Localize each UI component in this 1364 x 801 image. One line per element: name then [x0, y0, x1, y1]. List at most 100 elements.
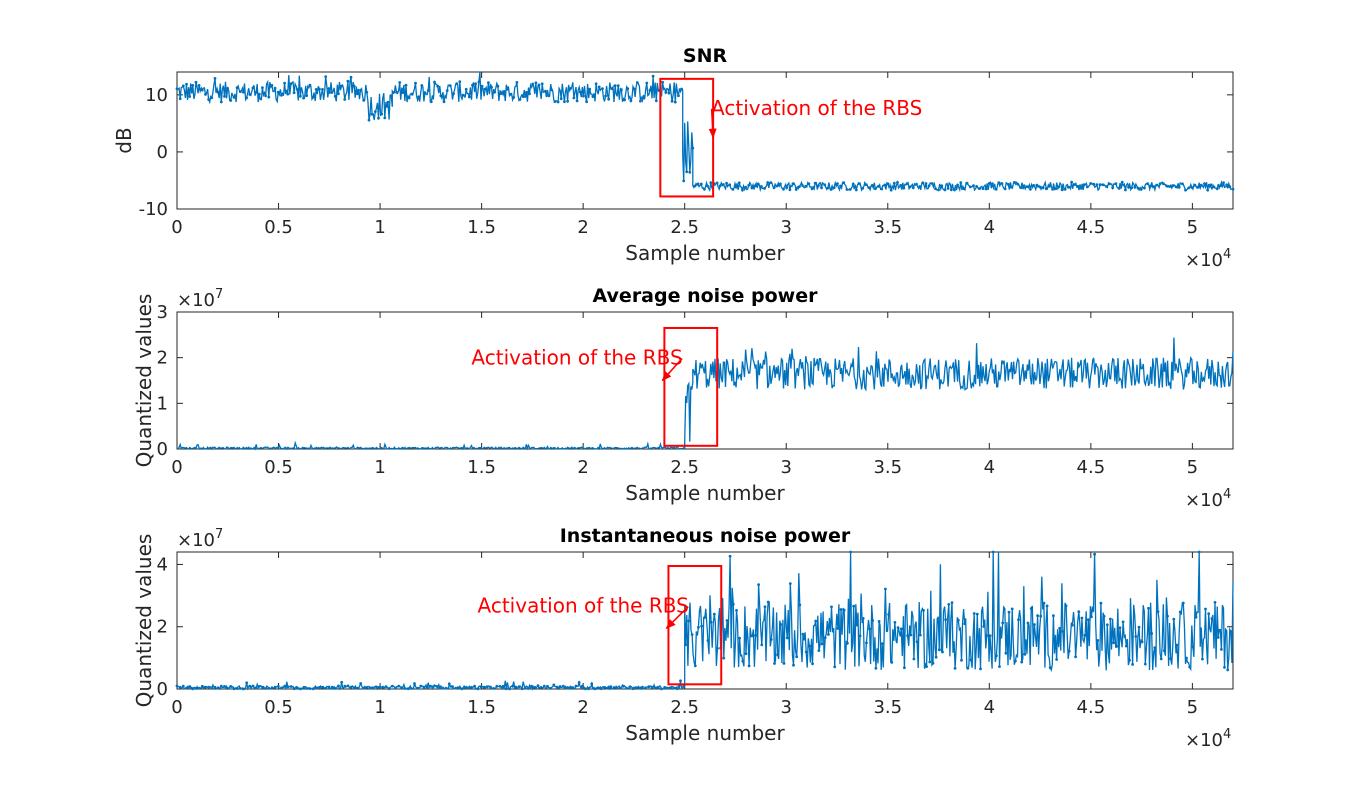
data-point	[495, 684, 499, 688]
data-point	[623, 98, 626, 102]
data-point	[273, 86, 277, 90]
data-point	[327, 685, 331, 689]
data-point	[216, 90, 220, 94]
data-point	[788, 188, 792, 192]
data-point	[542, 684, 546, 688]
data-point	[318, 686, 321, 689]
data-point	[839, 184, 842, 188]
data-point	[181, 84, 185, 88]
data-point	[991, 550, 995, 554]
data-point	[1082, 183, 1086, 187]
data-point	[845, 188, 849, 191]
data-point	[248, 93, 252, 96]
data-point	[254, 91, 258, 94]
data-point	[715, 181, 719, 185]
data-point	[716, 647, 719, 650]
y-axis-label: Quantized values	[132, 294, 156, 468]
data-point	[448, 84, 452, 87]
data-point	[1134, 635, 1138, 638]
data-point	[613, 84, 617, 88]
data-point	[956, 183, 959, 187]
chart-title: Instantaneous noise power	[560, 525, 851, 547]
data-point	[684, 643, 688, 647]
data-point	[998, 665, 1001, 668]
data-point	[804, 184, 808, 188]
data-point	[1215, 187, 1219, 191]
data-point	[1033, 623, 1036, 626]
data-point	[490, 85, 493, 89]
data-point	[1228, 185, 1232, 189]
x-tick-label: 4.5	[1077, 457, 1106, 478]
data-point	[191, 687, 195, 691]
data-point	[194, 80, 198, 84]
data-point	[855, 623, 859, 627]
data-point	[893, 621, 897, 624]
data-point	[651, 74, 655, 78]
data-point	[1023, 652, 1027, 656]
data-point	[1137, 625, 1141, 629]
data-point	[324, 686, 328, 690]
data-point	[861, 186, 865, 190]
data-point	[204, 93, 207, 96]
data-point	[556, 100, 560, 104]
data-point	[1172, 617, 1176, 621]
data-point	[874, 666, 878, 670]
data-point	[868, 627, 871, 631]
data-point	[644, 686, 647, 690]
y-exponent-label: ×107	[177, 527, 223, 551]
data-point	[760, 185, 763, 188]
data-point	[422, 685, 426, 689]
data-point	[1124, 188, 1127, 192]
data-point	[175, 684, 179, 688]
x-axis-label: Sample number	[625, 721, 785, 745]
data-point	[978, 187, 982, 190]
data-point	[276, 90, 280, 94]
data-point	[473, 684, 476, 688]
series-line	[176, 337, 1234, 451]
x-tick-label: 1.5	[467, 217, 496, 238]
data-point	[466, 686, 470, 690]
data-point	[216, 686, 220, 690]
data-point	[791, 182, 795, 186]
data-point	[540, 82, 544, 86]
data-point	[404, 83, 408, 87]
data-point	[836, 182, 839, 186]
data-point	[1162, 649, 1166, 652]
x-tick-label: 3	[781, 697, 792, 718]
data-point	[937, 188, 940, 192]
data-point	[858, 182, 861, 186]
annotation-text: Activation of the RBS	[711, 96, 922, 120]
data-point	[896, 626, 900, 630]
data-point	[283, 81, 286, 85]
data-point	[302, 96, 305, 100]
data-point	[501, 684, 505, 688]
data-point	[620, 88, 623, 92]
data-point	[502, 90, 506, 93]
data-point	[1044, 187, 1048, 191]
data-point	[210, 686, 214, 690]
data-point	[673, 100, 677, 104]
data-point	[682, 179, 686, 183]
data-point	[175, 87, 179, 91]
data-point	[1181, 182, 1184, 186]
data-point	[937, 648, 941, 652]
data-point	[1190, 186, 1194, 189]
data-point	[349, 75, 353, 79]
data-point	[1197, 550, 1201, 554]
data-point	[754, 634, 757, 637]
data-point	[660, 687, 663, 691]
data-point	[251, 86, 255, 90]
data-point	[588, 87, 592, 91]
data-point	[775, 184, 779, 188]
data-point	[728, 183, 732, 187]
data-point	[661, 80, 664, 84]
data-point	[474, 82, 478, 86]
data-point	[1112, 641, 1115, 645]
data-point	[537, 83, 541, 87]
data-point	[321, 685, 325, 689]
data-point	[582, 94, 585, 98]
data-point	[571, 686, 575, 689]
data-point	[647, 685, 651, 689]
data-point	[785, 636, 789, 640]
data-point	[584, 687, 587, 691]
